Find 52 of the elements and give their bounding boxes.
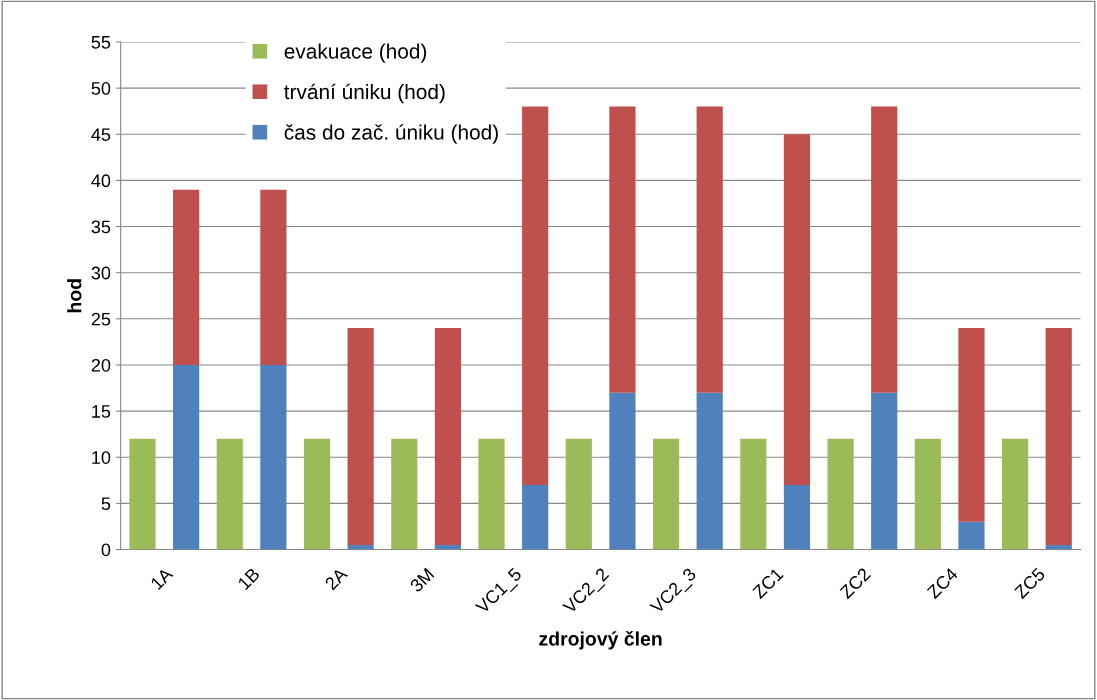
legend-label: trvání úniku (hod) xyxy=(284,83,445,104)
bar xyxy=(871,392,898,550)
x-tick-label: 1A xyxy=(150,566,174,591)
bar xyxy=(652,438,680,550)
bar xyxy=(260,364,287,550)
y-tick-label: 55 xyxy=(91,36,111,49)
y-tick-label: 40 xyxy=(91,174,111,188)
bar xyxy=(129,438,156,550)
y-tick-label: 25 xyxy=(91,312,111,326)
y-tick-label: 0 xyxy=(101,543,111,557)
bar xyxy=(740,438,767,550)
bar xyxy=(609,106,636,393)
y-tick-label: 35 xyxy=(91,220,111,234)
bar xyxy=(1002,438,1029,550)
bar xyxy=(216,438,243,550)
bar xyxy=(914,438,941,550)
y-tick-label: 30 xyxy=(91,266,111,280)
legend-label: evakuace (hod) xyxy=(284,43,427,63)
bar xyxy=(260,189,287,365)
bar xyxy=(173,364,200,550)
legend-label: čas do zač. úniku (hod) xyxy=(284,124,498,144)
x-tick-label: 2A xyxy=(324,566,349,591)
bar xyxy=(1045,328,1072,545)
bar xyxy=(303,438,331,550)
bar xyxy=(783,484,811,550)
bar xyxy=(522,106,549,485)
bar xyxy=(565,438,592,550)
bar xyxy=(958,328,985,522)
x-tick-label: 1B xyxy=(237,567,261,591)
x-axis-title: zdrojový člen xyxy=(539,630,662,650)
bar xyxy=(173,189,200,365)
bar xyxy=(871,106,898,393)
bar xyxy=(958,521,985,550)
y-tick-label: 20 xyxy=(91,358,111,372)
bar xyxy=(522,484,549,550)
y-axis-title: hod xyxy=(67,279,82,313)
bar xyxy=(434,328,461,545)
bar xyxy=(478,438,505,550)
y-tick-label: 15 xyxy=(92,405,111,418)
bar xyxy=(347,328,374,545)
bar xyxy=(696,392,723,550)
y-tick-label: 5 xyxy=(101,497,111,511)
x-tick-label: 3M xyxy=(409,567,435,593)
y-tick-label: 50 xyxy=(91,82,111,95)
bar xyxy=(783,134,811,485)
y-tick-label: 10 xyxy=(92,451,111,464)
bar xyxy=(827,438,854,550)
x-tick-label: ZC1 xyxy=(751,567,784,600)
y-tick-label: 45 xyxy=(91,128,111,141)
bar xyxy=(609,392,636,550)
bar xyxy=(696,106,723,393)
bar xyxy=(391,438,418,550)
